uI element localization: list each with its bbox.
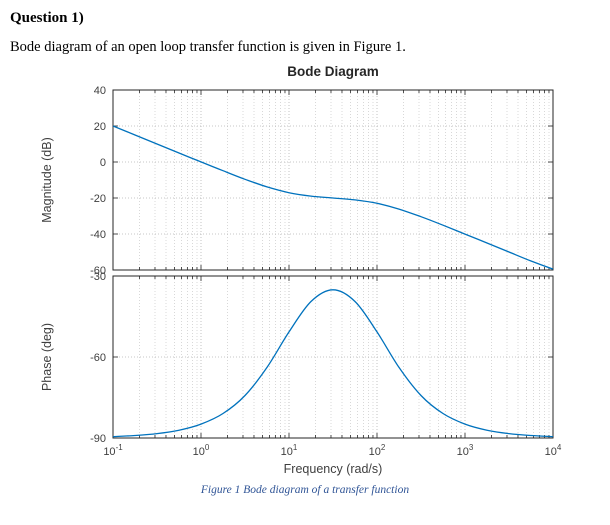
magnitude-curve xyxy=(113,125,553,270)
y-tick-label: -30 xyxy=(90,271,106,283)
minor-gridlines xyxy=(139,276,550,438)
question-heading: Question 1) xyxy=(10,10,84,26)
phase-curve xyxy=(113,289,553,438)
bode-figure: Bode Diagram Magnitude (dB) Phase (deg) … xyxy=(35,60,575,496)
y-tick-label: -40 xyxy=(90,229,106,241)
y-tick-label: -60 xyxy=(90,265,106,277)
y-tick-label: -20 xyxy=(90,193,106,205)
tick-marks xyxy=(112,275,554,439)
minor-gridlines xyxy=(139,90,550,270)
chart-title: Bode Diagram xyxy=(287,64,379,79)
x-tick-label: 10-1 xyxy=(103,443,123,458)
y-tick-label: 20 xyxy=(94,121,106,133)
subplot-magnitude: 40 20 0 -20 -40 -60 xyxy=(90,85,554,277)
x-tick-label: 102 xyxy=(369,443,386,458)
y-axis-label-magnitude: Magnitude (dB) xyxy=(40,137,54,222)
axes-box xyxy=(112,89,554,271)
x-tick-label: 104 xyxy=(545,443,562,458)
y-tick-label: 0 xyxy=(100,157,106,169)
x-tick-label: 103 xyxy=(457,443,474,458)
major-gridlines xyxy=(113,276,553,438)
x-tick-labels: 10-1 100 101 102 103 104 xyxy=(103,443,562,458)
bode-chart: Bode Diagram Magnitude (dB) Phase (deg) … xyxy=(40,64,562,476)
y-axis-label-phase: Phase (deg) xyxy=(40,323,54,391)
y-tick-label: -60 xyxy=(90,352,106,364)
figure-caption: Figure 1 Bode diagram of a transfer func… xyxy=(200,484,410,496)
x-tick-label: 101 xyxy=(281,443,298,458)
x-tick-label: 100 xyxy=(193,443,210,458)
y-tick-label: -90 xyxy=(90,433,106,445)
subplot-phase: -30 -60 -90 xyxy=(90,271,554,445)
y-tick-label: 40 xyxy=(94,85,106,97)
document-page: Question 1) Bode diagram of an open loop… xyxy=(10,10,575,496)
x-axis-label: Frequency (rad/s) xyxy=(284,462,383,476)
intro-text: Bode diagram of an open loop transfer fu… xyxy=(10,39,406,55)
